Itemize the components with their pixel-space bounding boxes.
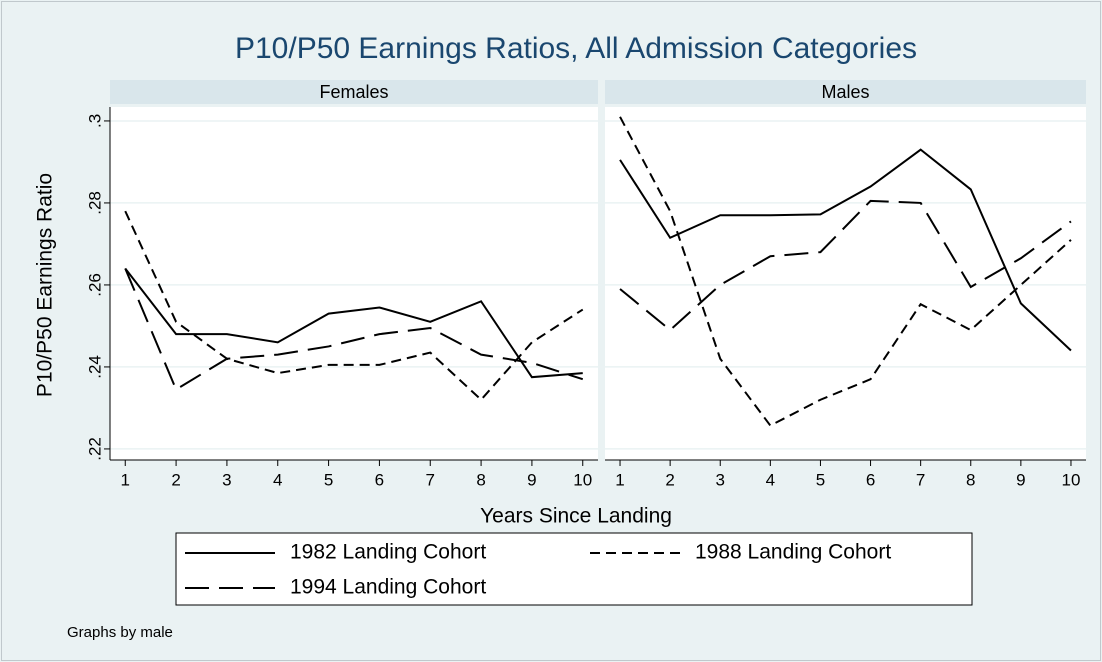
legend-label: 1982 Landing Cohort xyxy=(290,541,486,564)
plot-area xyxy=(605,107,1086,460)
x-tick-label: 1 xyxy=(615,470,624,489)
x-tick-label: 6 xyxy=(866,470,875,489)
x-tick-label: 3 xyxy=(222,470,231,489)
y-axis-label: P10/P50 Earnings Ratio xyxy=(34,173,57,397)
series-line xyxy=(124,267,583,379)
x-tick-label: 10 xyxy=(1062,470,1081,489)
legend-label: 1988 Landing Cohort xyxy=(695,541,891,564)
panel-title: Females xyxy=(319,82,388,102)
x-tick-label: 7 xyxy=(426,470,435,489)
legend-box xyxy=(175,532,973,606)
x-axis-label: Years Since Landing xyxy=(480,505,672,528)
series-line xyxy=(619,116,1072,427)
series-line xyxy=(124,210,584,402)
y-tick-label: .24 xyxy=(85,355,104,379)
x-tick-label: 1 xyxy=(121,470,130,489)
series-line xyxy=(619,148,1072,352)
chart-title: P10/P50 Earnings Ratios, All Admission C… xyxy=(235,32,917,65)
x-tick-label: 5 xyxy=(324,470,333,489)
x-tick-label: 8 xyxy=(476,470,485,489)
legend-label: 1994 Landing Cohort xyxy=(290,576,486,599)
y-tick-label: .26 xyxy=(85,273,104,297)
note: Graphs by male xyxy=(67,624,173,641)
x-tick-label: 8 xyxy=(966,470,975,489)
x-tick-label: 7 xyxy=(916,470,925,489)
y-tick-label: .22 xyxy=(85,437,104,461)
x-tick-label: 9 xyxy=(1016,470,1025,489)
x-tick-label: 2 xyxy=(665,470,674,489)
y-tick-label: .3 xyxy=(85,114,104,128)
x-tick-label: 5 xyxy=(816,470,825,489)
panel-header xyxy=(605,80,1086,104)
x-tick-label: 4 xyxy=(273,470,282,489)
x-tick-label: 9 xyxy=(527,470,536,489)
x-tick-label: 10 xyxy=(573,470,592,489)
series-line xyxy=(124,268,584,391)
y-tick-label: .28 xyxy=(85,191,104,215)
x-tick-label: 2 xyxy=(171,470,180,489)
panel-title: Males xyxy=(821,82,869,102)
panel-header xyxy=(110,80,598,104)
x-tick-label: 6 xyxy=(375,470,384,489)
x-tick-label: 3 xyxy=(716,470,725,489)
series-line xyxy=(619,199,1072,332)
plot-area xyxy=(110,107,598,460)
x-tick-label: 4 xyxy=(766,470,775,489)
